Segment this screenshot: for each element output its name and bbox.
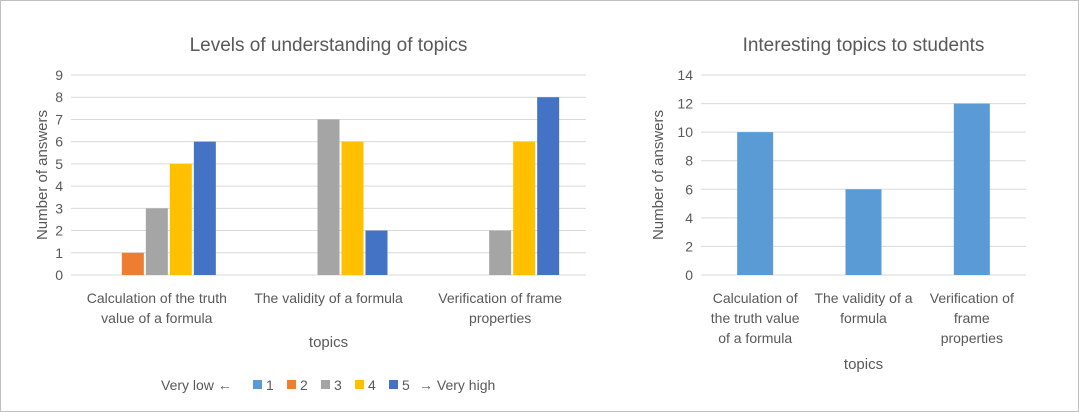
y-tick-label: 4 [685, 210, 693, 226]
y-tick-label: 7 [55, 111, 63, 127]
bar [845, 189, 882, 275]
bar [513, 141, 536, 275]
bar [193, 141, 216, 275]
y-tick-label: 5 [55, 156, 63, 172]
bar [121, 252, 144, 275]
y-tick-label: 1 [55, 245, 63, 261]
x-tick-label: Verification of [930, 290, 1014, 306]
legend-prefix: Very low ← [161, 377, 232, 393]
y-tick-label: 4 [55, 178, 63, 194]
x-tick-label: the truth value [711, 310, 800, 326]
legend-label: 1 [266, 377, 274, 393]
x-tick-label: Calculation of the truth [87, 290, 227, 306]
y-axis-label: Number of answers [650, 110, 667, 240]
y-tick-label: 9 [55, 67, 63, 83]
x-tick-label: properties [469, 310, 531, 326]
x-tick-label: The validity of a [814, 290, 912, 306]
legend-label: 3 [334, 377, 342, 393]
legend-swatch [389, 380, 398, 389]
bar [341, 141, 364, 275]
bar [489, 230, 512, 275]
x-tick-label: formula [840, 310, 887, 326]
y-tick-label: 0 [685, 267, 693, 283]
legend-label: 2 [300, 377, 308, 393]
y-tick-label: 3 [55, 200, 63, 216]
legend-swatch [321, 380, 330, 389]
x-tick-label: Calculation of [713, 290, 798, 306]
y-tick-label: 2 [685, 238, 693, 254]
legend-label: 5 [402, 377, 410, 393]
bar [145, 208, 168, 275]
x-axis-label: topics [844, 356, 883, 373]
y-tick-label: 6 [685, 181, 693, 197]
y-tick-label: 14 [677, 67, 693, 83]
legend-label: 4 [368, 377, 376, 393]
chart-1: Levels of understanding of topics 0 1 2 3 4 5 6… [34, 35, 586, 393]
x-tick-label: Verification of frame [438, 290, 562, 306]
x-tick-label: of a formula [718, 330, 792, 346]
legend-swatch [253, 380, 262, 389]
bar [737, 132, 774, 275]
bar [169, 163, 192, 275]
bar [537, 97, 560, 275]
y-tick-label: 6 [55, 134, 63, 150]
bar [953, 103, 990, 275]
y-tick-label: 0 [55, 267, 63, 283]
chart-title: Levels of understanding of topics [190, 35, 468, 56]
bar [365, 230, 388, 275]
x-tick-label: value of a formula [101, 310, 212, 326]
chart-title: Interesting topics to students [743, 35, 985, 56]
legend-swatch [287, 380, 296, 389]
legend: Very low ← 1 2 3 4 5 → Very high [161, 377, 495, 393]
y-axis-label: Number of answers [34, 110, 51, 240]
y-tick-label: 2 [55, 223, 63, 239]
legend-swatch [355, 380, 364, 389]
x-tick-label: properties [941, 330, 1003, 346]
y-tick-label: 8 [55, 89, 63, 105]
y-tick-label: 8 [685, 153, 693, 169]
chart-2: Interesting topics to students 0 2 4 6 8 10 12 1… [650, 35, 1026, 373]
y-tick-label: 12 [677, 96, 693, 112]
y-tick-label: 10 [677, 124, 693, 140]
legend-suffix: → Very high [419, 377, 495, 393]
x-axis-label: topics [309, 334, 348, 351]
bar [317, 119, 340, 275]
x-tick-label: frame [954, 310, 990, 326]
x-tick-label: The validity of a formula [254, 290, 403, 306]
